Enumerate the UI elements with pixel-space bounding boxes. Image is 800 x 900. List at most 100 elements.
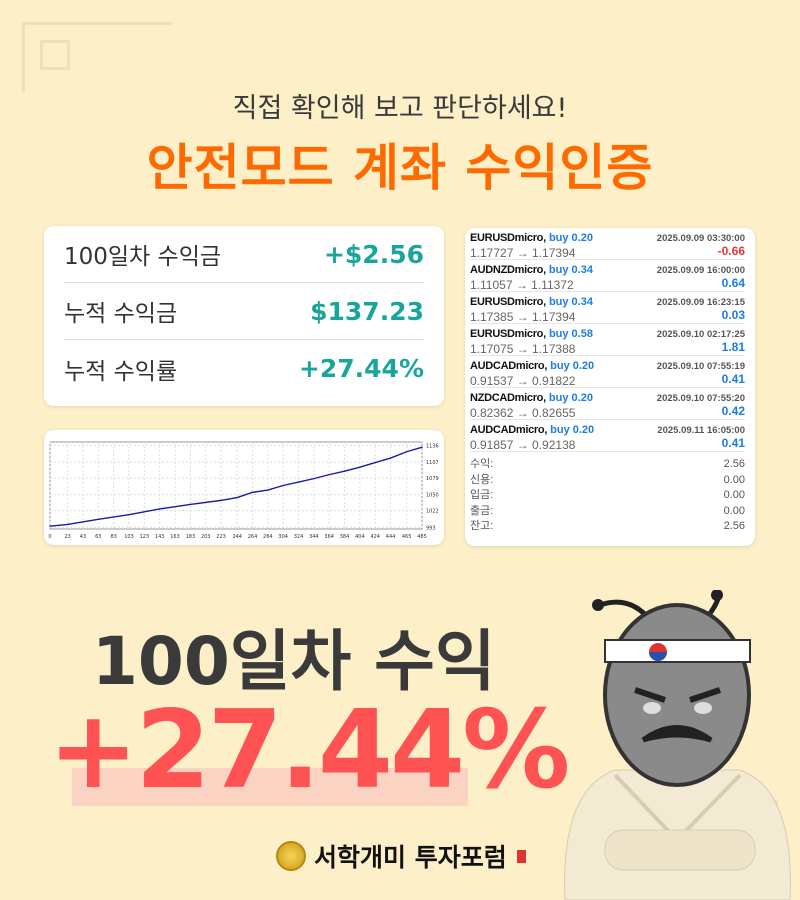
account-summary: 수익: 2.56 신용: 0.00 입금: 0.00 출금: 0.00 잔고: 2.56 [470,452,745,535]
data-point [389,457,392,459]
stat-label: 누적 수익금 [64,301,178,327]
x-tick-label: 203 [201,534,211,540]
data-point [406,451,408,453]
headline-return: +27.44% [48,688,570,813]
x-tick-label: 404 [355,534,365,540]
stat-label: 누적 수익률 [64,358,178,385]
y-tick-label: 1107 [426,460,439,466]
trade-prices: 1.17075 → 1.17388 [470,342,576,356]
summary-label: 잔고: [470,520,494,532]
summary-row: 잔고: 2.56 [470,519,745,535]
data-point [359,466,361,468]
trade-time: 2025.09.10 02:17:25 [656,329,745,340]
equity-chart: 0 23 43 63 83 103 123 143 163 183 203 223 244 264 284 3… [48,441,439,540]
stat-row: 누적 수익률 +27.44% [64,340,424,397]
data-point [328,474,330,476]
x-tick-label: 223 [216,534,226,540]
x-tick-label: 264 [248,534,258,540]
trade-profit: 0.41 [721,436,745,450]
trade-symbol: EURUSDmicro, [470,296,546,308]
trade-time: 2025.09.09 16:23:15 [656,297,745,308]
x-tick-label: 103 [124,534,134,540]
stat-value: $137.23 [310,296,424,326]
coin-logo-icon [276,841,306,871]
x-tick-label: 485 [417,534,427,540]
trade-prices: 1.11057 → 1.11372 [470,278,574,292]
trade-prices: 1.17385 → 1.17394 [470,310,576,324]
x-tick-label: 424 [370,534,380,540]
stat-value: +$2.56 [323,239,424,269]
x-tick-label: 43 [80,534,86,540]
y-tick-label: 1022 [426,509,439,515]
data-point [236,496,238,499]
trade-time: 2025.09.10 07:55:19 [656,361,745,372]
x-tick-label: 83 [110,534,116,540]
x-tick-label: 244 [232,534,242,540]
trade-row: AUDNZDmicro, buy 0.34 2025.09.09 16:00:00… [470,260,745,292]
trade-side: buy 0.20 [550,424,595,436]
y-tick-label: 1136 [426,443,439,449]
data-point [67,523,69,526]
trade-prices: 0.91537 → 0.91822 [470,374,576,388]
plot-area [49,441,423,530]
trade-profit: 0.41 [721,372,745,386]
x-tick-label: 123 [140,534,150,540]
trade-symbol: AUDCADmicro, [470,424,548,436]
x-tick-label: 465 [402,534,412,540]
summary-value: 0.00 [723,489,745,501]
data-point [128,514,130,516]
trade-side: buy 0.34 [548,264,593,276]
summary-value: 0.00 [723,504,745,517]
data-point [313,478,315,480]
equity-line [49,446,423,527]
stats-card: 100일차 수익금 +$2.56 누적 수익금 $137.23 누적 수익률 +27.… [44,226,444,406]
equity-chart-card: 0 23 43 63 83 103 123 143 163 183 203 223 244 264 284 3… [44,430,444,545]
x-tick-label: 444 [386,534,396,540]
highlight-bar [72,768,468,806]
summary-label: 수익: [470,458,494,470]
x-tick-label: 384 [340,534,350,540]
trade-profit: 0.64 [721,276,745,290]
brand-logo: 서학개미 투자포럼 [276,838,526,874]
x-tick-label: 284 [263,534,273,540]
data-point [220,499,222,501]
page-title: 안전모드 계좌 수익인증 [146,139,654,197]
trade-row: EURUSDmicro, buy 0.34 2025.09.09 16:23:15… [470,292,745,324]
trade-symbol: NZDCADmicro, [470,392,546,404]
trade-symbol: AUDNZDmicro, [470,264,546,276]
trade-row: EURUSDmicro, buy 0.58 2025.09.10 02:17:25… [470,324,745,356]
summary-row: 수익: 2.56 [470,457,745,473]
trade-symbol: EURUSDmicro, [470,232,546,244]
headline-days: 100일차 수익 [92,623,496,700]
summary-row: 신용: 0.00 [470,473,745,489]
x-tick-label: 163 [170,534,180,540]
stat-label: 100일차 수익금 [64,244,222,270]
trade-time: 2025.09.10 07:55:20 [656,393,745,404]
trade-side: buy 0.20 [548,392,593,404]
seal-icon [516,849,526,863]
x-tick-label: 304 [278,534,288,540]
trade-row: AUDCADmicro, buy 0.20 2025.09.11 16:05:00… [470,420,745,452]
trade-prices: 0.82362 → 0.82655 [470,406,576,420]
data-point [97,518,99,520]
stat-row: 100일차 수익금 +$2.56 [64,226,424,283]
trade-profit: 0.42 [721,404,745,418]
data-point [159,508,161,510]
brand-name: 서학개미 투자포럼 [314,843,507,872]
trade-side: buy 0.20 [550,360,595,372]
summary-value: 0.00 [723,473,745,486]
summary-row: 입금: 0.00 [470,488,745,504]
data-point [343,470,346,472]
trade-side: buy 0.20 [548,232,593,244]
corner-decoration [22,22,172,92]
data-point [189,503,191,505]
trade-profit: -0.66 [717,244,745,258]
x-tick-label: 0 [48,534,51,540]
corner-decoration [40,40,70,70]
x-tick-label: 344 [309,534,319,540]
trade-prices: 0.91857 → 0.92138 [470,438,576,452]
trade-history-card: EURUSDmicro, buy 0.20 2025.09.09 03:30:00… [465,228,755,546]
x-tick-label: 324 [294,534,304,540]
trade-side: buy 0.58 [548,328,593,340]
trade-profit: 0.03 [721,308,745,322]
